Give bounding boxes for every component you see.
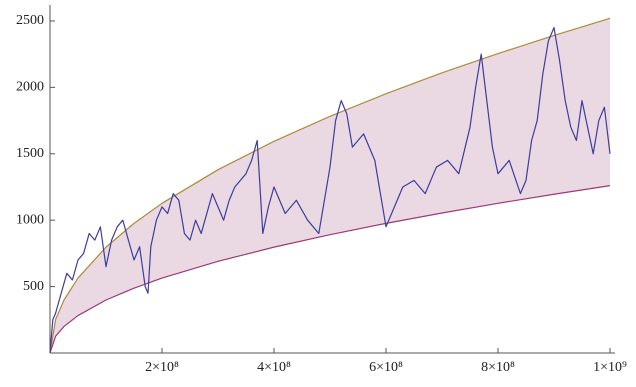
- x-tick-label: 2×10⁸: [145, 360, 179, 375]
- x-tick-label: 8×10⁸: [481, 360, 515, 375]
- walk-line: [49, 26, 611, 354]
- y-tick-label: 2000: [16, 80, 44, 95]
- y-tick-label: 500: [23, 279, 44, 294]
- x-tick-label: 6×10⁸: [369, 360, 403, 375]
- y-tick-label: 2500: [16, 13, 44, 28]
- y-tick-label: 1500: [16, 146, 44, 161]
- x-tick-label: 1×10⁹: [593, 360, 627, 375]
- y-tick-label: 1000: [16, 212, 44, 227]
- bound-curve: [49, 17, 611, 354]
- bound-curve: [49, 185, 611, 354]
- x-tick-label: 4×10⁸: [257, 360, 291, 375]
- band-fill: [50, 18, 610, 354]
